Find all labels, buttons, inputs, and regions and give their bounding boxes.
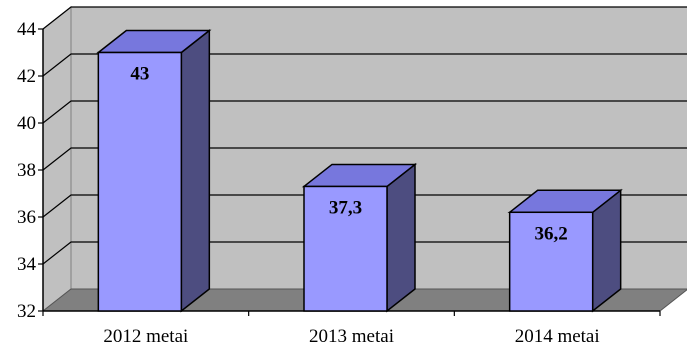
bar-side [386, 162, 416, 313]
x-tick-label: 2014 metai [515, 326, 600, 347]
bar-side [180, 28, 211, 313]
gridline [42, 100, 687, 124]
gridline [42, 194, 687, 218]
y-tick-label: 34 [17, 254, 37, 275]
x-tick-label: 2013 metai [309, 326, 394, 347]
gridline [42, 53, 687, 77]
data-label: 43 [130, 64, 149, 85]
bar [508, 211, 594, 312]
gridline [42, 241, 687, 265]
data-label: 36,2 [535, 223, 568, 244]
bar [303, 185, 388, 312]
data-label: 37,3 [329, 197, 362, 218]
y-tick-label: 32 [17, 301, 36, 322]
y-tick-label: 36 [17, 207, 36, 228]
y-tick-label: 44 [17, 19, 37, 40]
y-tick-label: 40 [17, 113, 36, 134]
y-tick-label: 42 [17, 66, 36, 87]
gridline [42, 6, 687, 30]
x-tick-label: 2012 metai [103, 326, 188, 347]
y-tick-label: 38 [17, 160, 36, 181]
bar [97, 51, 183, 312]
gridline [42, 147, 687, 171]
